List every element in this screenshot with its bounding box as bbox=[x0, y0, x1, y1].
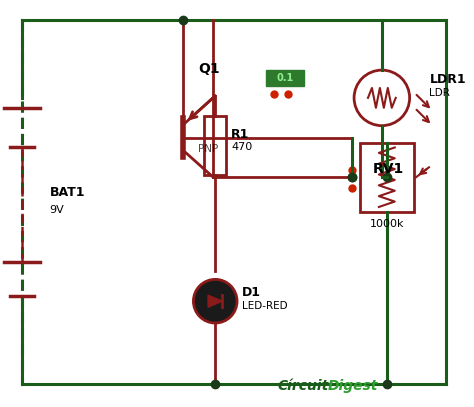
Text: Q1: Q1 bbox=[198, 62, 220, 76]
Text: 9V: 9V bbox=[50, 205, 64, 215]
Text: D1: D1 bbox=[242, 286, 261, 299]
Text: 1000k: 1000k bbox=[370, 219, 404, 229]
Circle shape bbox=[193, 279, 237, 323]
Text: BAT1: BAT1 bbox=[50, 186, 85, 199]
Text: PNP: PNP bbox=[198, 144, 219, 154]
Text: 0.1: 0.1 bbox=[276, 73, 293, 83]
Bar bbox=[360, 142, 414, 212]
Text: LDR1: LDR1 bbox=[429, 73, 466, 86]
Text: LED-RED: LED-RED bbox=[242, 301, 288, 311]
Text: RV1: RV1 bbox=[373, 162, 404, 176]
Text: Círcuit: Círcuit bbox=[278, 379, 329, 394]
Text: Digest: Digest bbox=[328, 379, 378, 394]
Text: 470: 470 bbox=[231, 142, 252, 153]
Text: LDR: LDR bbox=[429, 88, 450, 98]
Bar bbox=[204, 116, 226, 175]
Bar bbox=[266, 70, 303, 86]
Polygon shape bbox=[208, 295, 222, 307]
Text: R1: R1 bbox=[231, 127, 249, 140]
